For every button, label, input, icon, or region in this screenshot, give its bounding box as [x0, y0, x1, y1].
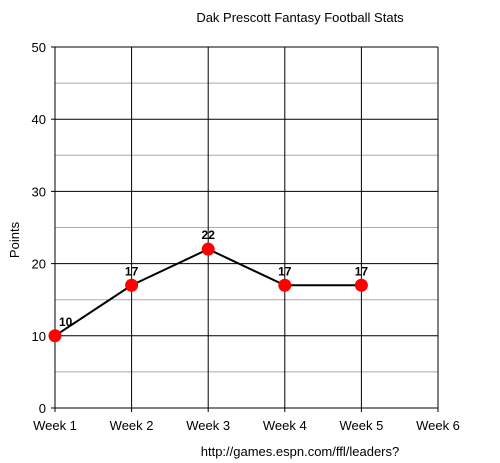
- x-tick-label: Week 3: [186, 418, 230, 433]
- data-label: 10: [59, 315, 73, 329]
- data-point: [201, 242, 215, 256]
- y-tick-label: 0: [39, 401, 46, 416]
- data-label: 17: [125, 264, 139, 278]
- data-label: 17: [278, 264, 292, 278]
- y-axis-ticks: 0 10 20 30 40 50: [32, 40, 55, 416]
- data-point: [48, 329, 62, 343]
- x-tick-label: Week 1: [33, 418, 77, 433]
- x-tick-label: Week 4: [263, 418, 307, 433]
- y-tick-label: 10: [32, 329, 46, 344]
- data-point: [354, 278, 368, 292]
- data-labels: 10 17 22 17 17: [59, 228, 368, 329]
- data-points: [48, 242, 368, 343]
- data-label: 22: [202, 228, 216, 242]
- y-tick-label: 40: [32, 112, 46, 127]
- x-tick-label: Week 2: [110, 418, 154, 433]
- data-point: [125, 278, 139, 292]
- series-line: [54, 248, 362, 337]
- chart-title: Dak Prescott Fantasy Football Stats: [196, 10, 404, 25]
- series-segment: [131, 248, 209, 287]
- x-axis-ticks: Week 1 Week 2 Week 3 Week 4 Week 5 Week 6: [33, 408, 460, 433]
- y-tick-label: 30: [32, 184, 46, 199]
- data-label: 17: [355, 264, 369, 278]
- y-axis-label: Points: [7, 221, 22, 258]
- series-segment: [54, 284, 133, 337]
- data-point: [278, 278, 292, 292]
- gridlines: [55, 46, 439, 408]
- y-tick-label: 20: [32, 257, 46, 272]
- y-tick-label: 50: [32, 40, 46, 55]
- x-tick-label: Week 6: [416, 418, 460, 433]
- axes: [51, 47, 438, 412]
- series-segment: [207, 248, 286, 287]
- source-url: http://games.espn.com/ffl/leaders?: [201, 444, 399, 459]
- x-tick-label: Week 5: [339, 418, 383, 433]
